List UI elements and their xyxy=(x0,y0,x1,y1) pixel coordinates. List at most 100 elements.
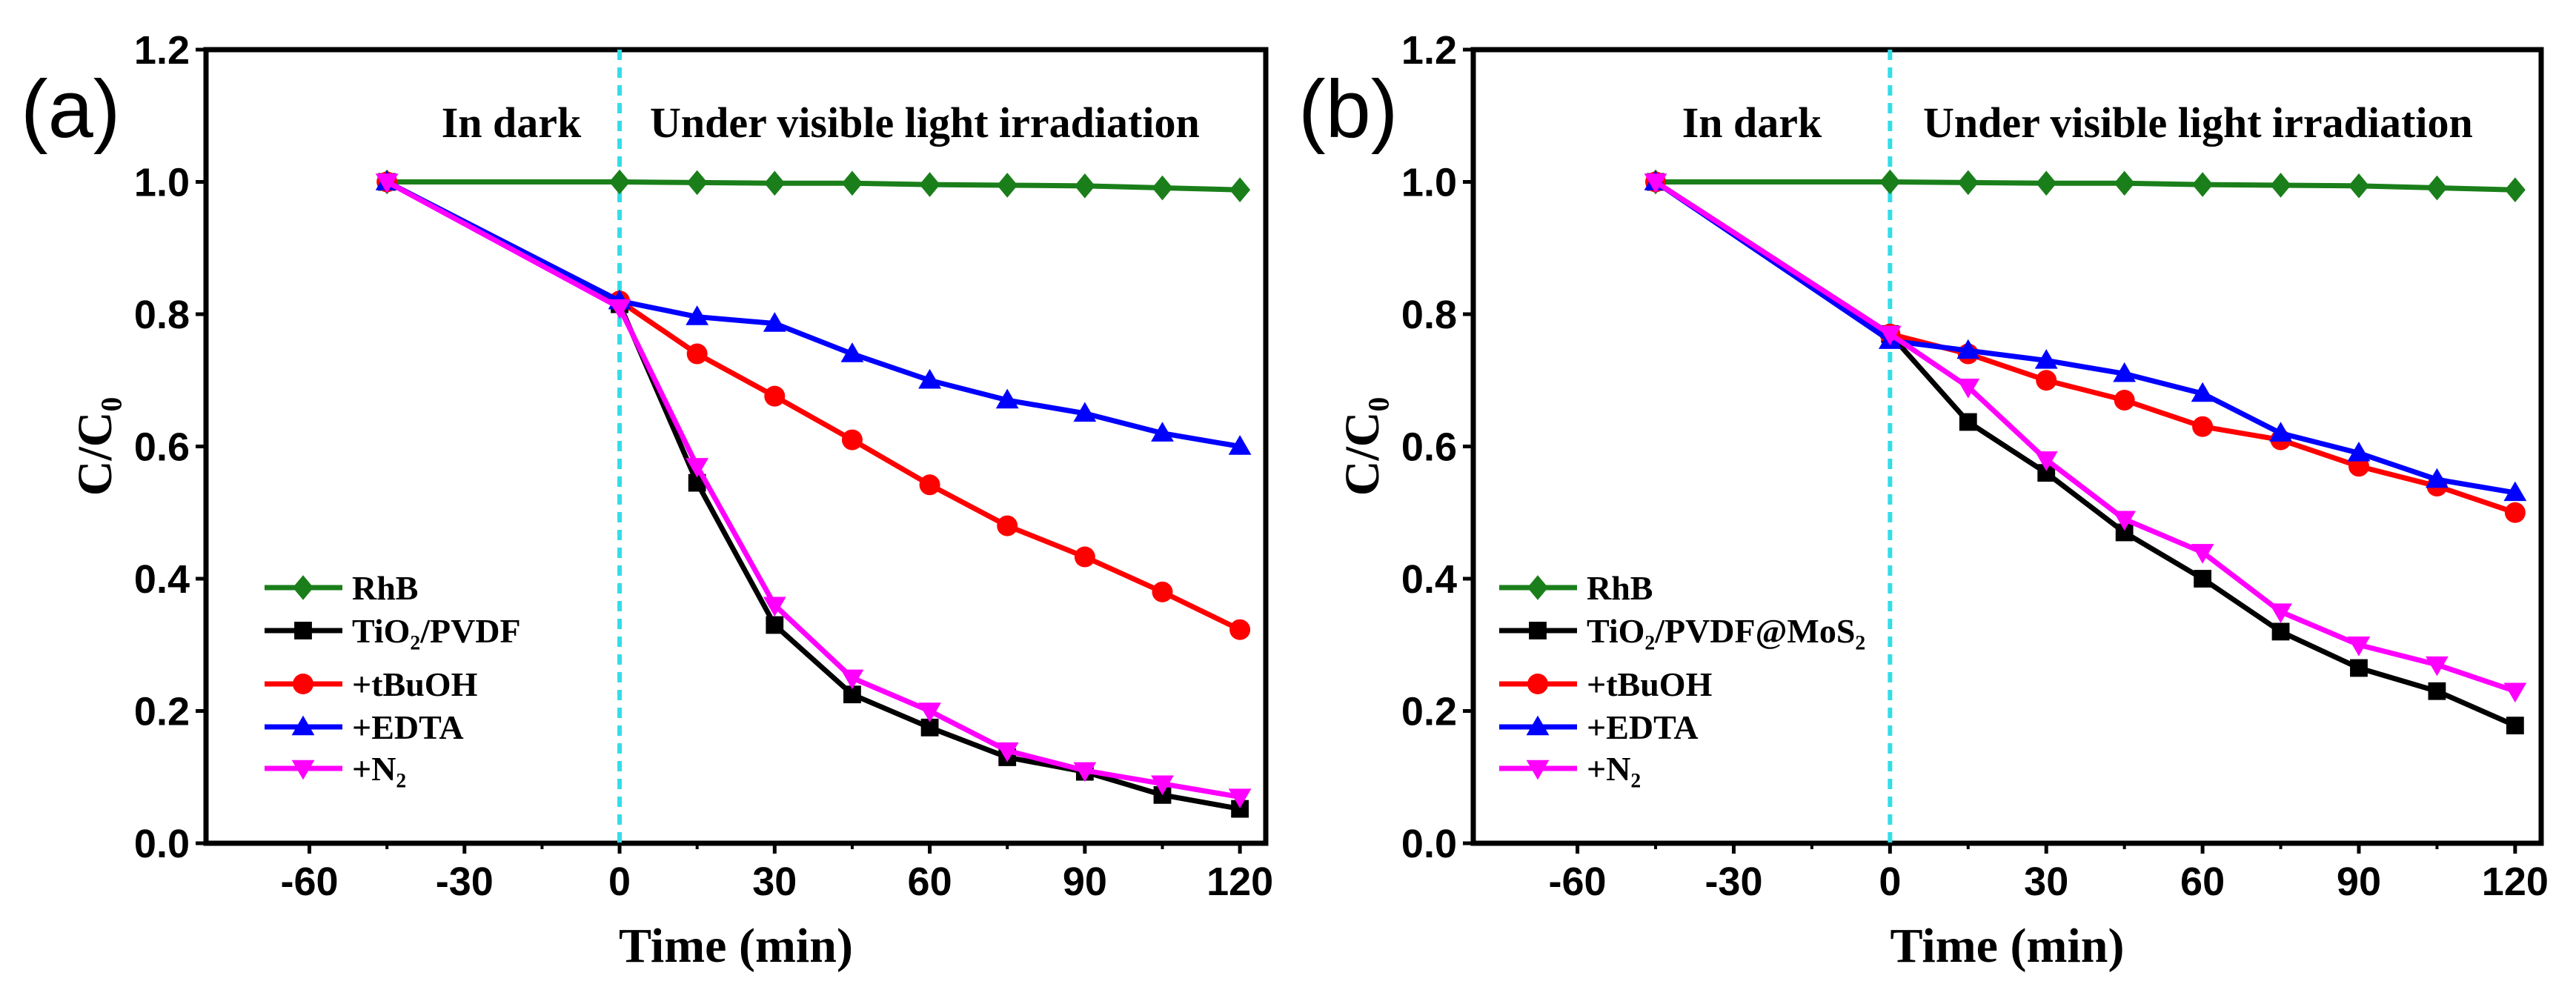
y-tick-label: 0.4 xyxy=(1401,557,1457,602)
y-tick-label: 0.8 xyxy=(134,293,190,337)
data-point xyxy=(1957,170,1979,196)
series--tbuoh xyxy=(1645,171,2526,523)
legend-marker xyxy=(1529,622,1547,639)
series--edta xyxy=(1644,170,2527,502)
data-point xyxy=(1228,788,1252,808)
data-point xyxy=(1956,378,1980,399)
y-tick-label: 0.6 xyxy=(1401,425,1457,470)
data-point xyxy=(995,388,1019,409)
data-point xyxy=(1644,173,1667,193)
x-tick-label: 30 xyxy=(2024,860,2068,904)
chart-panel-a: -60 -30 0 30 60 90 120 0.0 0.2 0.4 0.6 0.8 1.0 1.2 Tim… xyxy=(21,28,1273,973)
data-point xyxy=(1229,619,1251,640)
legend-marker xyxy=(293,674,313,694)
legend-label: +EDTA xyxy=(1587,708,1699,746)
legend-label: +N₂ xyxy=(1587,750,1641,788)
x-tick-label: -30 xyxy=(436,860,494,904)
data-point xyxy=(763,312,786,332)
series-line xyxy=(385,179,1241,812)
y-tick-label: 1.0 xyxy=(134,161,190,205)
data-point xyxy=(995,742,1019,762)
data-point xyxy=(1879,169,1901,195)
x-tick-label: 60 xyxy=(908,860,952,904)
data-point xyxy=(841,170,863,196)
y-tick-label: 0.2 xyxy=(134,690,190,734)
data-point xyxy=(1152,581,1173,602)
annotation-in-dark: In dark xyxy=(1682,99,1822,147)
legend-marker xyxy=(1527,575,1548,600)
data-point xyxy=(1151,775,1174,796)
data-point xyxy=(1231,800,1249,818)
panel-label: (b) xyxy=(1298,64,1398,155)
data-point xyxy=(1959,413,1977,431)
data-point xyxy=(2034,451,2058,471)
data-point xyxy=(2506,717,2524,735)
data-point xyxy=(843,685,861,704)
data-point xyxy=(919,474,940,496)
series--n- xyxy=(1644,173,2527,703)
data-point xyxy=(920,718,939,737)
series--edta xyxy=(375,170,1252,455)
data-point xyxy=(764,170,786,196)
data-point xyxy=(2269,422,2292,442)
data-point xyxy=(1073,762,1097,782)
x-tick-label: -30 xyxy=(1704,860,1762,904)
data-point xyxy=(1956,339,1980,359)
data-point xyxy=(1878,325,1902,346)
data-point xyxy=(840,342,864,362)
data-point xyxy=(2113,362,2137,382)
series-line xyxy=(1656,179,2515,193)
legend-marker xyxy=(293,575,313,600)
data-point xyxy=(2348,173,2369,199)
data-point xyxy=(1073,402,1097,422)
legend-label: TiO₂/PVDF xyxy=(352,612,521,650)
data-point xyxy=(2428,682,2446,700)
legend-marker xyxy=(1526,760,1550,780)
legend-marker xyxy=(294,622,312,639)
x-tick-label: 120 xyxy=(1206,860,1273,904)
data-point xyxy=(686,458,709,478)
y-tick-label: 1.0 xyxy=(1401,161,1457,205)
series--n- xyxy=(375,173,1252,808)
data-point xyxy=(2192,172,2214,197)
data-point xyxy=(608,299,631,319)
series-tio-pvdf xyxy=(378,173,1249,818)
series-rhb xyxy=(376,169,1251,203)
data-point xyxy=(2347,442,2371,462)
x-tick-label: 90 xyxy=(2337,860,2381,904)
data-point xyxy=(2350,659,2368,677)
data-point xyxy=(2504,502,2526,523)
series-line xyxy=(387,179,1241,193)
data-point xyxy=(997,173,1018,198)
data-point xyxy=(840,669,864,690)
data-point xyxy=(764,385,786,407)
data-point xyxy=(1151,422,1174,442)
data-point xyxy=(2036,370,2057,391)
x-tick-label: 60 xyxy=(2180,860,2225,904)
data-point xyxy=(375,173,399,193)
data-point xyxy=(2034,349,2058,369)
series-line xyxy=(1654,179,2517,728)
y-tick-label: 0.8 xyxy=(1401,293,1457,337)
x-tick-label: -60 xyxy=(1549,860,1607,904)
annotation-visible-light: Under visible light irradiation xyxy=(1923,99,2473,147)
data-point xyxy=(2036,170,2057,196)
y-tick-label: 1.2 xyxy=(1401,28,1457,73)
data-point xyxy=(918,702,941,722)
y-tick-label: 0.6 xyxy=(134,425,190,470)
series-rhb xyxy=(1645,169,2526,203)
legend-label: +tBuOH xyxy=(1587,665,1713,703)
data-point xyxy=(2113,511,2137,531)
y-axis-title: C/C₀ xyxy=(68,397,122,496)
legend-marker xyxy=(1526,715,1550,736)
x-tick-label: 120 xyxy=(2482,860,2549,904)
y-tick-label: 1.2 xyxy=(134,28,190,73)
data-point xyxy=(2192,416,2214,437)
data-point xyxy=(997,515,1018,536)
data-point xyxy=(686,170,708,196)
x-tick-label: 0 xyxy=(608,860,631,904)
data-point xyxy=(2426,468,2449,488)
x-axis-title: Time (min) xyxy=(1890,919,2125,973)
annotation-visible-light: Under visible light irradiation xyxy=(650,99,1200,147)
